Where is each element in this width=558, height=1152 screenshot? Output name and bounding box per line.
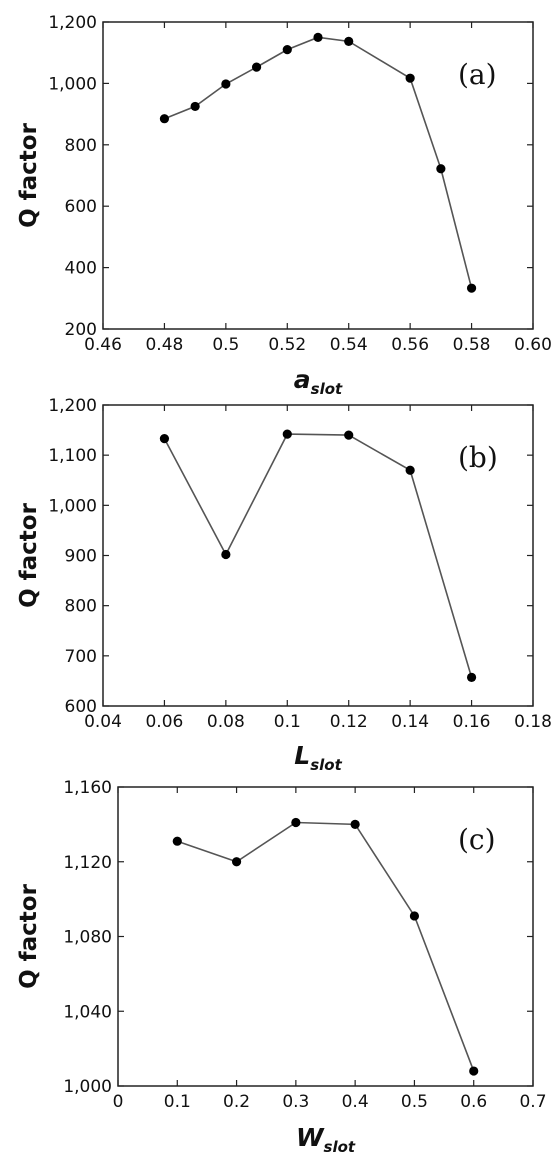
panel-3-y-tick-label: 1,040 — [63, 1002, 112, 1022]
panel-3-x-axis-label-sub: slot — [324, 1138, 356, 1152]
panel-3-y-axis-label: Q factor — [16, 883, 42, 989]
panel-3-x-tick-label: 0.1 — [164, 1092, 191, 1112]
panel-1-y-tick-label: 200 — [65, 320, 97, 340]
panel-3-data-point — [231, 857, 242, 867]
panel-1-x-axis-label-sub: slot — [311, 380, 343, 398]
panel-1-x-tick-label: 0.56 — [391, 335, 429, 355]
panel-2-data-point — [159, 434, 170, 444]
panel-1-x-tick-label: 0.60 — [514, 335, 552, 355]
panel-2-y-tick-label: 700 — [65, 647, 97, 667]
panel-1-x-axis-label: aslot — [294, 365, 343, 398]
panel-3-x-tick-label: 0.3 — [282, 1092, 309, 1112]
panel-1-data-point — [405, 73, 415, 83]
panel-1-data-point — [282, 45, 292, 55]
panel-2-y-axis-label: Q factor — [16, 502, 42, 608]
panel-3-x-tick-label: 0.5 — [401, 1092, 428, 1112]
panel-2-x-tick-label: 0.08 — [207, 712, 245, 732]
panel-2-y-tick-label: 900 — [65, 547, 97, 567]
panel-3-data-point — [291, 817, 301, 828]
panel-2-y-tick-label: 800 — [65, 597, 97, 617]
panel-2-x-tick-label: 0.1 — [274, 712, 301, 732]
panel-2-series-line — [163, 433, 473, 678]
panel-2-x-axis-label-main: L — [294, 741, 310, 770]
panel-2-data-point — [405, 465, 415, 475]
panel-2-x-tick-label: 0.06 — [145, 712, 183, 732]
panel-3-x-axis-label: Wslot — [296, 1123, 356, 1152]
panel-2-x-tick-label: 0.12 — [330, 712, 368, 732]
panel-3-y-tick-label: 1,120 — [63, 853, 112, 873]
panel-1-y-axis-label: Q factor — [16, 122, 42, 228]
panel-2-data-point — [344, 430, 354, 440]
panel-3-y-tick-label: 1,000 — [63, 1077, 112, 1097]
panel-1-data-point — [159, 114, 170, 124]
panel-1-x-tick-label: 0.54 — [330, 335, 368, 355]
panel-1-y-tick-label: 1,000 — [48, 74, 97, 94]
panel-2-data-point — [282, 429, 292, 439]
panel-3-data-point — [469, 1066, 479, 1076]
panel-1-data-point — [251, 62, 262, 72]
panel-1-x-axis-label-main: a — [294, 365, 311, 394]
panel-2-y-tick-label: 600 — [65, 697, 97, 717]
panel-3-series-line — [177, 821, 475, 1072]
panel-2-y-tick-label: 1,000 — [48, 496, 97, 516]
panel-3-x-tick-label: 0 — [113, 1092, 124, 1112]
panel-1-x-tick-label: 0.48 — [145, 335, 183, 355]
panel-2-x-tick-label: 0.04 — [84, 712, 122, 732]
panel-2-x-axis-label: Lslot — [294, 741, 342, 774]
panel-1-plot-frame — [102, 21, 534, 330]
panel-1-x-tick-label: 0.46 — [84, 335, 122, 355]
panel-1-x-tick-label: 0.5 — [212, 335, 239, 355]
panel-1-data-point — [313, 32, 323, 42]
panel-2-x-axis-label-sub: slot — [310, 756, 342, 774]
panel-2-y-tick-label: 1,100 — [48, 446, 97, 466]
panel-1-data-point — [466, 283, 477, 293]
panel-1-series-line — [164, 36, 473, 289]
panel-3-x-tick-label: 0.2 — [223, 1092, 250, 1112]
panel-2-label: (b) — [458, 441, 498, 474]
panel-1-x-tick-label: 0.52 — [268, 335, 306, 355]
panel-3-x-tick-label: 0.6 — [460, 1092, 487, 1112]
panel-1-y-tick-label: 1,200 — [48, 13, 97, 33]
panel-3-x-tick-label: 0.4 — [342, 1092, 369, 1112]
panel-2-data-point — [221, 549, 231, 560]
panel-3-y-tick-label: 1,080 — [63, 928, 112, 948]
panel-1-data-point — [344, 36, 354, 46]
panel-2-x-tick-label: 0.16 — [453, 712, 491, 732]
panel-3-data-point — [409, 911, 420, 921]
panel-1-y-tick-label: 800 — [65, 136, 97, 156]
panel-2-data-point — [466, 672, 477, 683]
panel-3-y-tick-label: 1,160 — [63, 778, 112, 798]
panel-2-x-tick-label: 0.18 — [514, 712, 552, 732]
panel-2-x-tick-label: 0.14 — [391, 712, 429, 732]
panel-1-data-point — [190, 101, 200, 112]
panel-3-data-point — [172, 836, 182, 846]
panel-2-y-tick-label: 1,200 — [48, 396, 97, 416]
panel-1-data-point — [221, 79, 231, 89]
panel-1-x-tick-label: 0.58 — [453, 335, 491, 355]
panel-3-data-point — [350, 819, 360, 829]
panel-3-x-axis-label-main: W — [296, 1123, 325, 1152]
panel-1-y-tick-label: 600 — [65, 197, 97, 217]
panel-3-label: (c) — [458, 823, 496, 856]
panel-1-y-tick-label: 400 — [65, 259, 97, 279]
panel-3-x-tick-label: 0.7 — [519, 1092, 546, 1112]
panel-1-data-point — [436, 164, 446, 174]
panel-1-label: (a) — [458, 58, 497, 91]
